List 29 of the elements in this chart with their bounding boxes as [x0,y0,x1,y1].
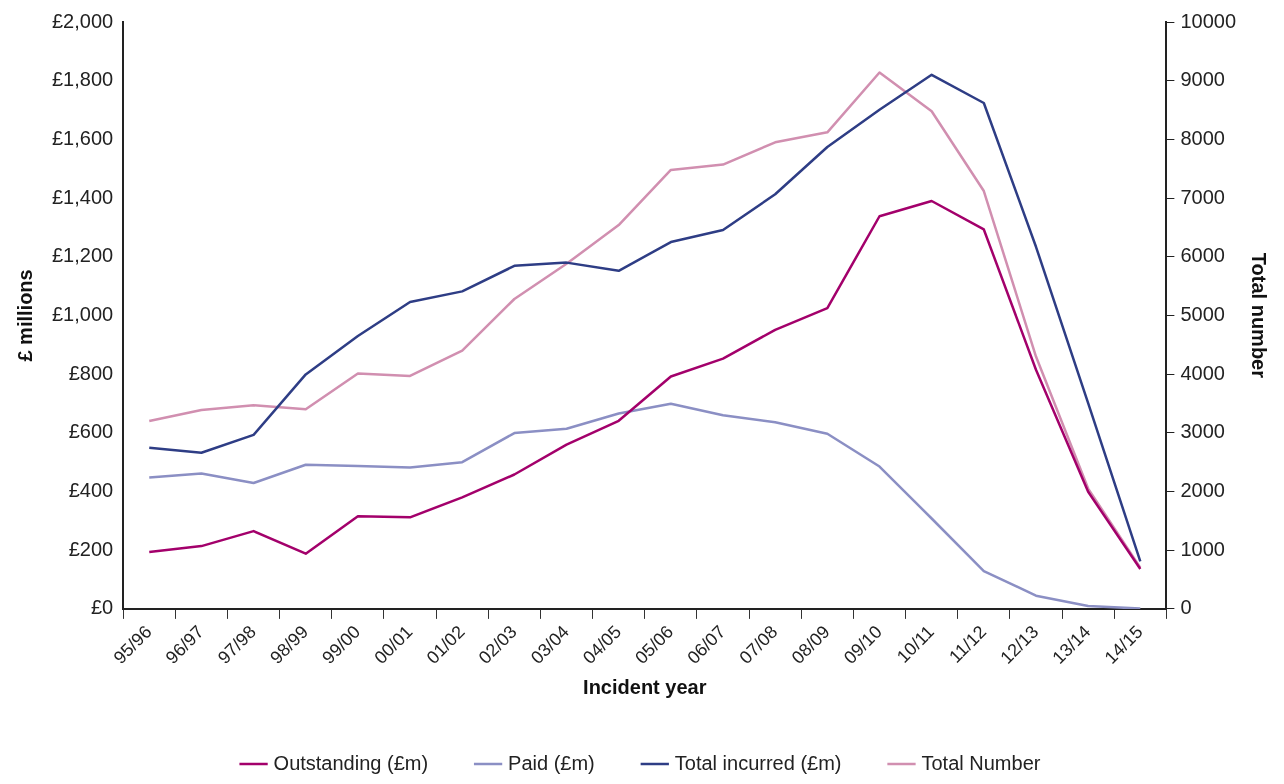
y2-tick-label: 7000 [1180,185,1225,208]
y-tick-label: £400 [68,479,114,502]
y2-tick-label: 5000 [1180,302,1225,325]
legend-label: Total incurred (£m) [674,751,842,774]
y-tick-label: £0 [90,596,114,619]
y2-tick-label: 8000 [1180,126,1225,149]
y2-tick-label: 1000 [1180,537,1225,560]
legend-label: Outstanding (£m) [273,751,429,774]
y2-tick-label: 3000 [1180,420,1225,443]
y-tick-label: £1,800 [52,68,114,91]
y-tick-label: £2,000 [52,9,114,32]
y2-axis-title: Total number [1248,252,1271,379]
y-tick-label: £200 [68,537,114,560]
y-tick-label: £1,600 [52,126,114,149]
y2-tick-label: 9000 [1180,68,1225,91]
y-axis-title: £ millions [13,269,36,362]
legend-label: Total Number [921,751,1041,774]
legend-label: Paid (£m) [508,751,595,774]
y2-tick-label: 4000 [1180,361,1225,384]
y-tick-label: £800 [68,361,114,384]
y-tick-label: £1,200 [52,244,114,267]
y2-tick-label: 2000 [1180,479,1225,502]
y-tick-label: £1,400 [52,185,114,208]
x-axis-title: Incident year [583,675,707,698]
y2-tick-label: 6000 [1180,244,1225,267]
y2-tick-label: 10000 [1180,9,1237,32]
y-tick-label: £1,000 [52,302,114,325]
y-tick-label: £600 [68,420,114,443]
y2-tick-label: 0 [1180,596,1192,619]
